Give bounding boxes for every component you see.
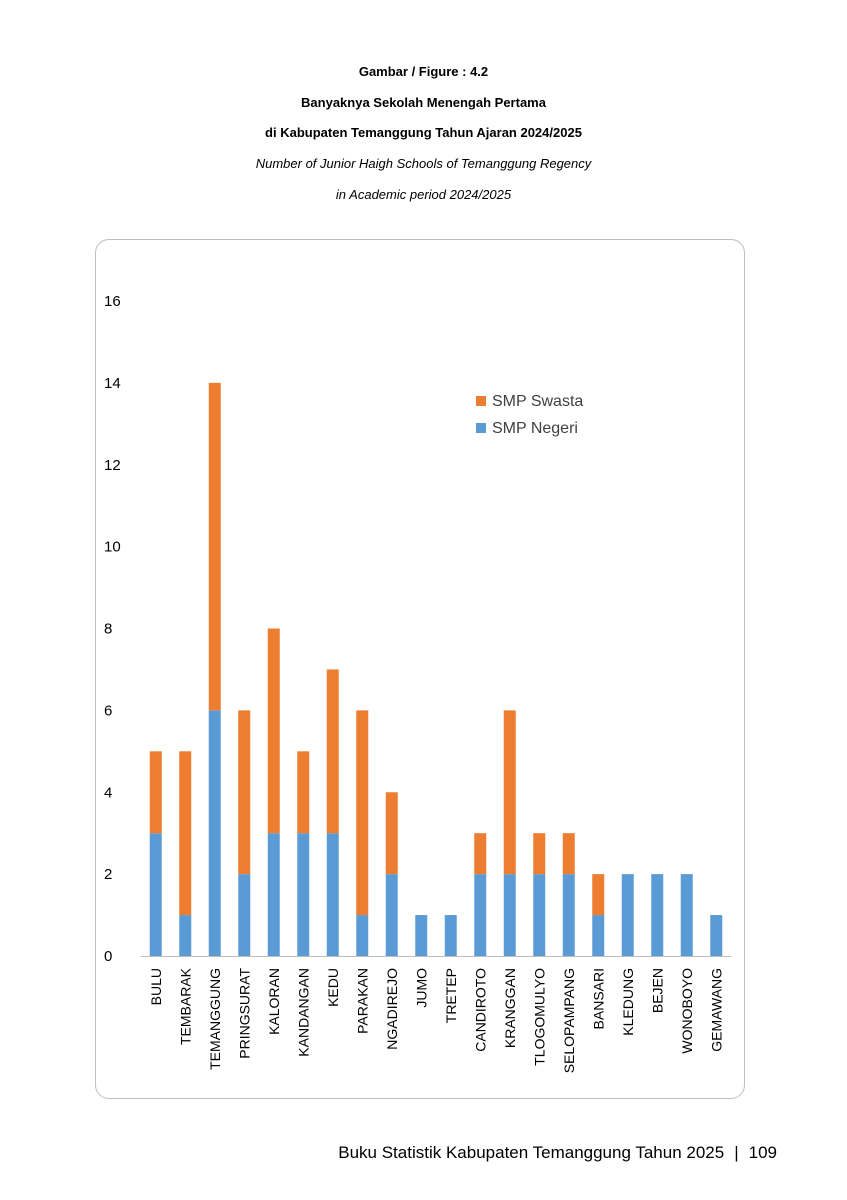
legend-label-negeri: SMP Negeri <box>492 420 578 437</box>
bar-swasta-kandangan <box>297 751 310 834</box>
legend: SMP Swasta SMP Negeri <box>476 393 583 437</box>
bar-swasta-candiroto <box>474 833 487 875</box>
x-tick-label-gemawang: GEMAWANG <box>708 968 724 1052</box>
page-number: 109 <box>748 1143 777 1162</box>
x-tick-label-tembarak: TEMBARAK <box>177 967 193 1045</box>
stacked-bar-chart: 0 2 4 6 8 10 12 14 16 BULU TEMBARAK TEMANGGUNG PRIN… <box>104 293 731 1073</box>
footer-separator: | <box>734 1143 739 1162</box>
x-tick-label-kaloran: KALORAN <box>266 968 282 1035</box>
y-tick-label-3: 6 <box>104 702 112 719</box>
figure-title-en: Number of Junior Haigh Schools of Temang… <box>255 156 592 171</box>
bar-negeri-kedu <box>326 833 339 956</box>
x-tick-label-jumo: JUMO <box>413 968 429 1008</box>
bar-negeri-kranggan <box>503 874 516 956</box>
bar-negeri-bansari <box>592 915 605 956</box>
figure-title-id: Banyaknya Sekolah Menengah Pertama <box>301 95 546 110</box>
x-tick-label-tlogomulyo: TLOGOMULYO <box>531 968 547 1066</box>
bar-swasta-ngadirejo <box>385 792 398 875</box>
y-tick-label-8: 16 <box>104 293 121 310</box>
y-tick-label-5: 10 <box>104 539 121 556</box>
y-axis: 0 2 4 6 8 10 12 14 16 <box>104 293 121 965</box>
bar-negeri-kandangan <box>297 833 310 956</box>
x-tick-label-kledung: KLEDUNG <box>620 968 636 1036</box>
page-footer: Buku Statistik Kabupaten Temanggung Tahu… <box>338 1143 777 1163</box>
y-tick-label-6: 12 <box>104 457 121 474</box>
bar-negeri-wonoboyo <box>680 874 693 956</box>
x-tick-label-kranggan: KRANGGAN <box>502 968 518 1048</box>
bar-negeri-bulu <box>149 833 162 956</box>
bar-negeri-bejen <box>651 874 664 956</box>
y-tick-label-1: 2 <box>104 866 112 883</box>
x-tick-label-ngadirejo: NGADIREJO <box>384 968 400 1050</box>
bar-negeri-parakan <box>356 915 369 956</box>
x-tick-label-pringsurat: PRINGSURAT <box>236 968 252 1059</box>
x-tick-label-tretep: TRETEP <box>443 968 459 1023</box>
bar-swasta-kranggan <box>503 710 516 875</box>
bar-swasta-tlogomulyo <box>533 833 546 875</box>
x-tick-label-parakan: PARAKAN <box>354 968 370 1034</box>
book-title: Buku Statistik Kabupaten Temanggung Tahu… <box>338 1143 725 1162</box>
bar-swasta-bansari <box>592 874 605 916</box>
x-axis: BULU TEMBARAK TEMANGGUNG PRINGSURAT KALORAN K… <box>141 956 731 1073</box>
x-tick-label-bansari: BANSARI <box>590 968 606 1029</box>
bar-negeri-tretep <box>444 915 457 956</box>
bar-negeri-candiroto <box>474 874 487 956</box>
figure-title-en-2: in Academic period 2024/2025 <box>335 187 512 202</box>
bar-negeri-kaloran <box>267 833 280 956</box>
bar-negeri-pringsurat <box>238 874 251 956</box>
bar-swasta-parakan <box>356 710 369 916</box>
legend-swatch-negeri <box>476 423 486 433</box>
bar-swasta-pringsurat <box>238 710 251 875</box>
bar-negeri-jumo <box>415 915 428 956</box>
x-tick-label-candiroto: CANDIROTO <box>472 968 488 1052</box>
bar-swasta-temanggung <box>208 382 221 711</box>
figure-number: Gambar / Figure : 4.2 <box>358 64 489 79</box>
x-tick-label-selopampang: SELOPAMPANG <box>561 968 577 1073</box>
bar-swasta-bulu <box>149 751 162 834</box>
x-tick-label-bejen: BEJEN <box>649 968 665 1013</box>
bar-negeri-tlogomulyo <box>533 874 546 956</box>
y-tick-label-2: 4 <box>104 784 112 801</box>
bar-swasta-kedu <box>326 669 339 834</box>
bar-negeri-ngadirejo <box>385 874 398 956</box>
bars <box>149 382 723 956</box>
y-tick-label-4: 8 <box>104 621 112 638</box>
legend-swatch-swasta <box>476 396 486 406</box>
y-tick-label-7: 14 <box>104 375 121 392</box>
x-tick-label-temanggung: TEMANGGUNG <box>207 968 223 1070</box>
bar-negeri-temanggung <box>208 710 221 956</box>
bar-negeri-gemawang <box>710 915 723 956</box>
bar-swasta-tembarak <box>179 751 192 916</box>
bar-negeri-tembarak <box>179 915 192 956</box>
chart-frame: 0 2 4 6 8 10 12 14 16 BULU TEMBARAK TEMANGGUNG PRIN… <box>95 239 745 1099</box>
bar-negeri-kledung <box>621 874 634 956</box>
x-tick-label-bulu: BULU <box>148 968 164 1005</box>
x-tick-label-wonoboyo: WONOBOYO <box>679 968 695 1054</box>
bar-negeri-selopampang <box>562 874 575 956</box>
x-tick-label-kandangan: KANDANGAN <box>295 968 311 1057</box>
bar-swasta-kaloran <box>267 628 280 834</box>
bar-swasta-selopampang <box>562 833 575 875</box>
x-tick-label-kedu: KEDU <box>325 968 341 1007</box>
y-tick-label-0: 0 <box>104 948 112 965</box>
figure-title-id-2: di Kabupaten Temanggung Tahun Ajaran 202… <box>265 125 582 140</box>
legend-label-swasta: SMP Swasta <box>492 393 583 410</box>
